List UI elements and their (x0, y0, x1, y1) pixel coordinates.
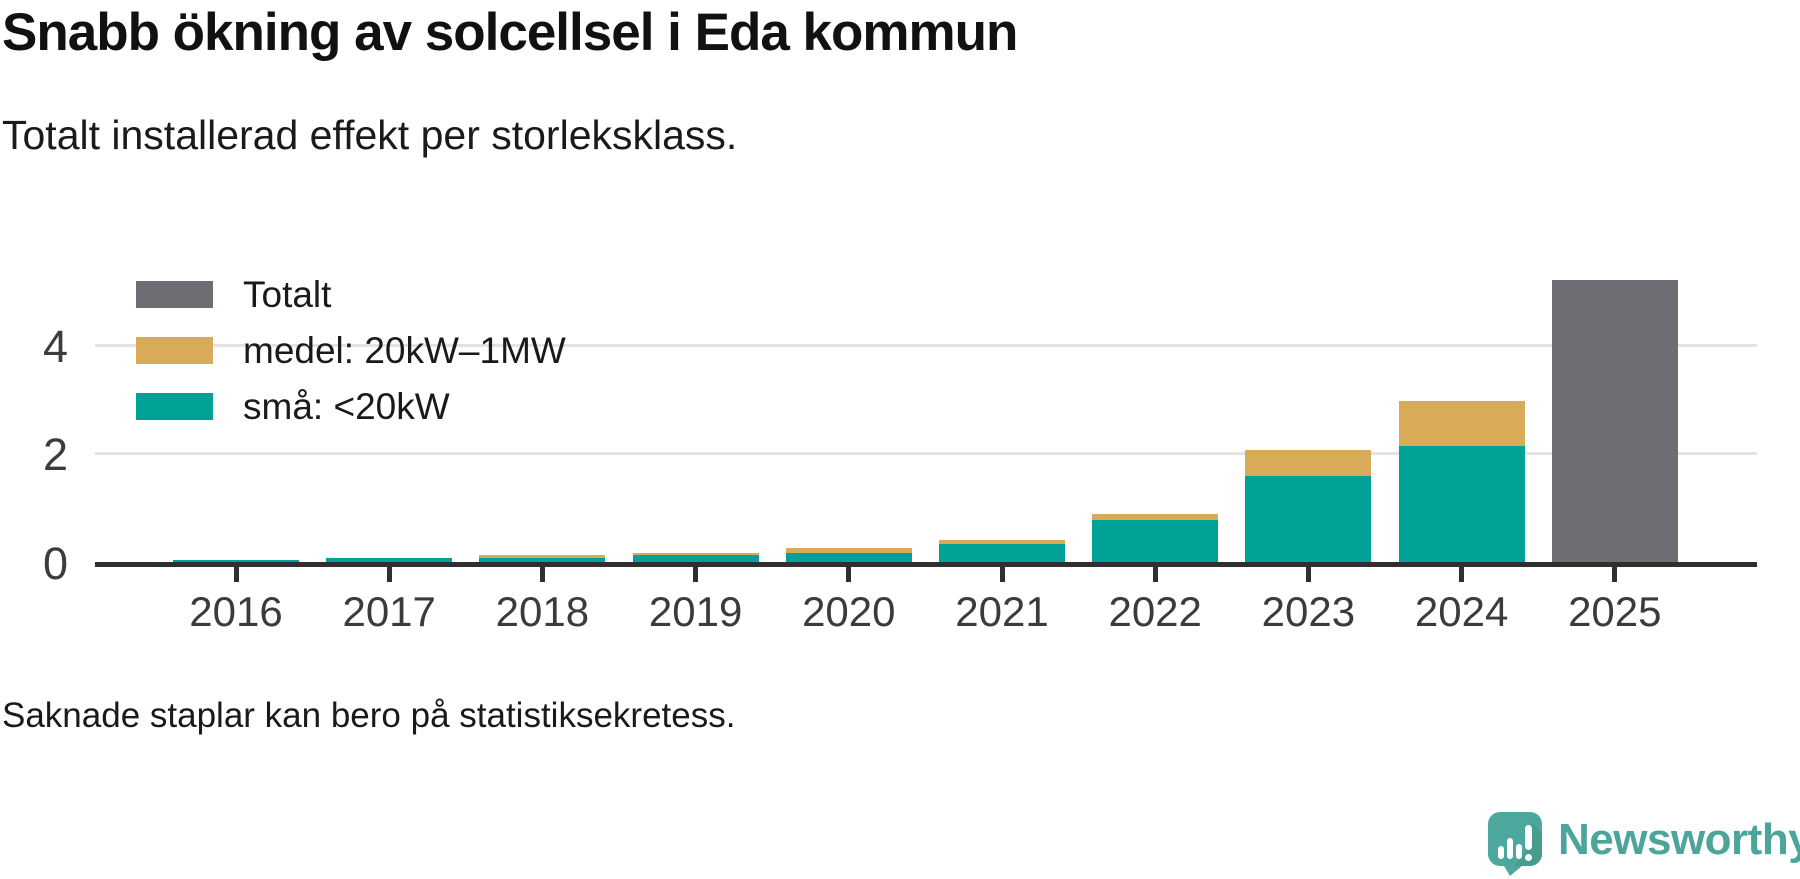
legend-item-totalt: Totalt (136, 274, 566, 315)
bar-2024-medel (1398, 400, 1525, 447)
y-axis-label-2: 2 (42, 429, 68, 481)
newsworthy-logo-icon (1488, 812, 1542, 876)
x-axis-label-2018: 2018 (495, 588, 590, 635)
bar-2018-medel (479, 555, 606, 559)
bar-2018-sma (479, 558, 606, 562)
x-axis-label-2023: 2023 (1261, 588, 1356, 635)
x-tick-2018 (539, 562, 545, 582)
bar-2024-sma (1398, 446, 1525, 562)
legend-swatch-sma (136, 393, 213, 420)
bar-2025-totalt (1551, 280, 1678, 562)
bar-2019-sma (632, 555, 759, 562)
footnote: Saknade staplar kan bero på statistiksek… (2, 696, 736, 735)
bar-2020-medel (785, 548, 912, 553)
legend-item-medel: medel: 20kW–1MW (136, 330, 566, 371)
bar-2021-medel (939, 539, 1065, 545)
bar-2020-sma (785, 552, 912, 562)
x-axis-label-2025: 2025 (1568, 588, 1662, 635)
x-tick-2019 (693, 562, 699, 582)
x-tick-2021 (999, 562, 1005, 582)
y-axis-label-0: 0 (42, 538, 68, 589)
chart-subtitle: Totalt installerad effekt per storlekskl… (2, 112, 738, 158)
x-tick-2023 (1305, 562, 1311, 582)
legend-swatch-medel (136, 337, 213, 364)
x-axis-label-2017: 2017 (342, 588, 436, 635)
legend: Totalt medel: 20kW–1MW små: <20kW (136, 274, 566, 427)
x-axis-label-2019: 2019 (648, 588, 743, 635)
x-tick-2016 (233, 562, 239, 582)
legend-swatch-totalt (136, 281, 213, 308)
x-tick-2022 (1152, 562, 1158, 582)
x-tick-2024 (1459, 562, 1465, 582)
bar-2019-medel (632, 553, 759, 556)
bar-2023-medel (1245, 450, 1372, 476)
brand: Newsworthy (1488, 812, 1800, 876)
x-axis-label-2020: 2020 (802, 588, 896, 635)
y-axis-label-4: 4 (42, 320, 68, 372)
bar-2017-sma (326, 557, 453, 562)
gridline-2 (95, 452, 1757, 456)
bar-2022-medel (1092, 513, 1219, 521)
legend-label: medel: 20kW–1MW (243, 330, 566, 371)
x-tick-2025 (1612, 562, 1618, 582)
legend-label: Totalt (243, 274, 332, 315)
bar-2021-sma (939, 544, 1065, 562)
x-tick-2020 (846, 562, 852, 582)
gridline-4 (95, 343, 1757, 347)
legend-item-sma: små: <20kW (136, 386, 566, 427)
bar-2023-sma (1245, 475, 1372, 562)
x-tick-2017 (386, 562, 392, 582)
bar-2022-sma (1092, 520, 1219, 562)
chart-title: Snabb ökning av solcellsel i Eda kommun (2, 3, 1018, 62)
x-axis-line (95, 562, 1757, 567)
x-axis-label-2024: 2024 (1414, 588, 1509, 635)
legend-label: små: <20kW (243, 386, 450, 427)
x-axis-label-2016: 2016 (189, 588, 283, 635)
x-axis-label-2022: 2022 (1108, 588, 1202, 635)
x-axis-label-2021: 2021 (955, 588, 1049, 635)
bar-2016-sma (173, 559, 299, 562)
brand-wordmark: Newsworthy (1558, 815, 1800, 864)
